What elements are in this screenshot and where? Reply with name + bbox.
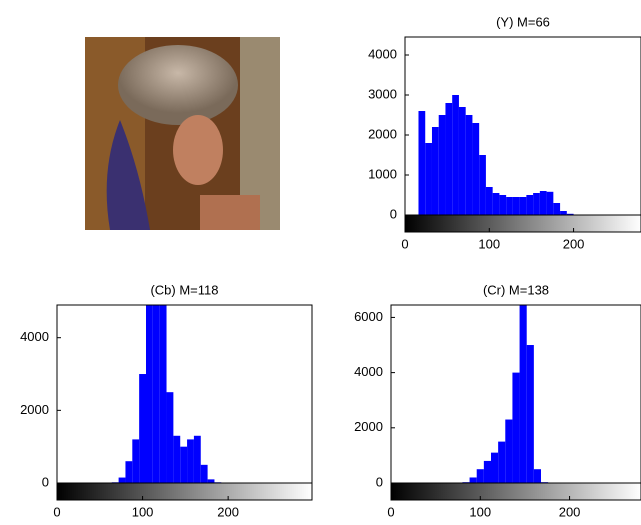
- x-tick-label: 200: [217, 504, 239, 519]
- bars: [418, 95, 574, 215]
- bar: [173, 435, 181, 483]
- bar: [458, 107, 466, 215]
- x-tick-label: 0: [401, 236, 408, 251]
- y-tick-label: 2000: [354, 419, 383, 434]
- x-tick-label: 0: [53, 504, 60, 519]
- bar: [469, 477, 477, 483]
- bar: [193, 435, 201, 483]
- bar: [132, 439, 140, 483]
- bar: [553, 203, 561, 215]
- bar: [483, 460, 491, 483]
- bar: [546, 191, 554, 215]
- bar: [472, 123, 480, 215]
- x-tick-label: 100: [478, 236, 500, 251]
- bars: [111, 305, 222, 483]
- x-tick-label: 200: [559, 504, 581, 519]
- bar: [560, 211, 567, 215]
- bar: [452, 95, 459, 215]
- y-tick-label: 2000: [20, 402, 49, 417]
- bar: [152, 305, 160, 483]
- colorbar: [56, 482, 313, 501]
- x-tick-label: 200: [563, 236, 585, 251]
- bar: [425, 143, 432, 215]
- bar: [491, 452, 499, 483]
- bar: [519, 305, 527, 483]
- y-tick-label: 0: [376, 474, 383, 489]
- bar: [519, 197, 527, 215]
- bar: [145, 305, 153, 483]
- chart: (Cb) M=118 0 2000 4000 0 100 200: [20, 282, 313, 519]
- bar: [159, 305, 167, 483]
- bar: [505, 419, 513, 483]
- chart-title: (Cr) M=138: [483, 282, 549, 297]
- bar: [479, 155, 486, 215]
- chart: (Cr) M=138 0 2000 4000 6000 0 100 200: [354, 282, 641, 519]
- bar: [438, 115, 446, 215]
- y-tick-label: 4000: [20, 329, 49, 344]
- y-tick-label: 4000: [368, 46, 397, 61]
- bars: [462, 305, 549, 483]
- bar: [207, 479, 215, 483]
- y-tick-label: 4000: [354, 364, 383, 379]
- bar: [533, 193, 540, 215]
- bar: [139, 374, 146, 483]
- x-tick-label: 100: [469, 504, 491, 519]
- chart: (Y) M=66 0 1000 2000 3000 4000 0 100 200: [368, 14, 641, 251]
- bar: [476, 469, 484, 483]
- x-tick-label: 100: [132, 504, 154, 519]
- bar: [492, 193, 500, 215]
- chart-title: (Y) M=66: [496, 14, 550, 29]
- bar: [512, 197, 520, 215]
- bar: [125, 461, 133, 483]
- bar: [431, 127, 439, 215]
- bar: [485, 187, 493, 215]
- bar: [539, 191, 547, 215]
- y-tick-label: 6000: [354, 309, 383, 324]
- bar: [180, 446, 188, 483]
- bar: [187, 439, 194, 483]
- chart-title: (Cb) M=118: [150, 282, 218, 297]
- bar: [526, 345, 534, 483]
- bar: [533, 469, 541, 483]
- bar: [566, 213, 574, 215]
- bar: [512, 372, 520, 483]
- bar: [418, 111, 426, 215]
- bar: [445, 103, 453, 215]
- y-tick-label: 0: [42, 474, 49, 489]
- bar: [118, 477, 126, 483]
- y-tick-label: 2000: [368, 126, 397, 141]
- bar: [506, 197, 513, 215]
- bar: [498, 441, 506, 483]
- y-tick-label: 1000: [368, 166, 397, 181]
- y-tick-label: 3000: [368, 86, 397, 101]
- bar: [200, 464, 208, 483]
- colorbar: [404, 214, 641, 233]
- bar: [499, 195, 507, 215]
- photo: [85, 37, 280, 230]
- x-tick-label: 0: [387, 504, 394, 519]
- bar: [166, 392, 174, 483]
- bar: [465, 115, 473, 215]
- bar: [526, 195, 534, 215]
- y-tick-label: 0: [390, 206, 397, 221]
- colorbar: [390, 482, 641, 501]
